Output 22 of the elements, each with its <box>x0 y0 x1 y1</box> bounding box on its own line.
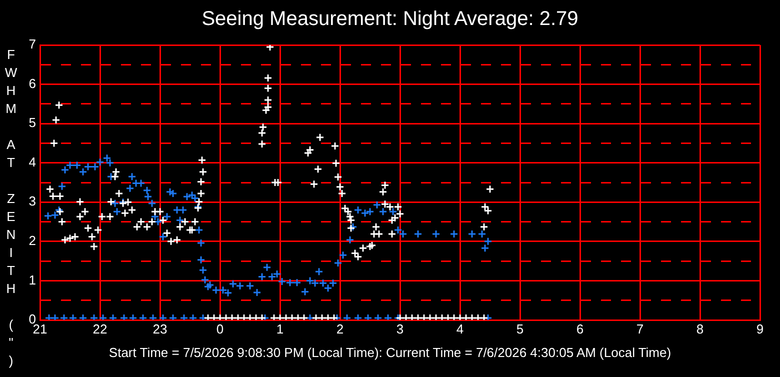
text: FWHM AT ZENITH (") <box>4 47 18 368</box>
x-tick-label: 4 <box>456 321 464 336</box>
y-tick-label: 3 <box>28 194 36 209</box>
chart-title: Seeing Measurement: Night Average: 2.79 <box>200 8 580 31</box>
x-tick-label: 1 <box>276 321 284 336</box>
y-tick-label: 7 <box>28 36 36 52</box>
x-tick-label: 5 <box>516 321 524 336</box>
y-tick-label: 6 <box>28 76 36 91</box>
x-tick-label: 3 <box>396 321 404 336</box>
y-tick-label: 5 <box>28 115 36 130</box>
x-tick-label: 23 <box>152 321 168 336</box>
x-tick-label: 7 <box>636 321 644 336</box>
y-tick-label: 2 <box>28 233 36 248</box>
x-tick-label: 6 <box>576 321 584 336</box>
y-tick-label: 1 <box>28 272 36 288</box>
x-tick-label: 9 <box>756 321 764 336</box>
x-tick-label: 0 <box>216 321 224 336</box>
x-tick-label: 22 <box>92 321 108 336</box>
x-tick-label: 8 <box>696 321 704 336</box>
y-tick-label: 4 <box>28 154 36 170</box>
text: Start Time = 7/5/2026 9:08:30 PM (Local Time): Current Time = 7/6/2026 4:30:05 AM (Local Time) <box>108 345 672 360</box>
x-tick-label: 2 <box>336 321 344 336</box>
